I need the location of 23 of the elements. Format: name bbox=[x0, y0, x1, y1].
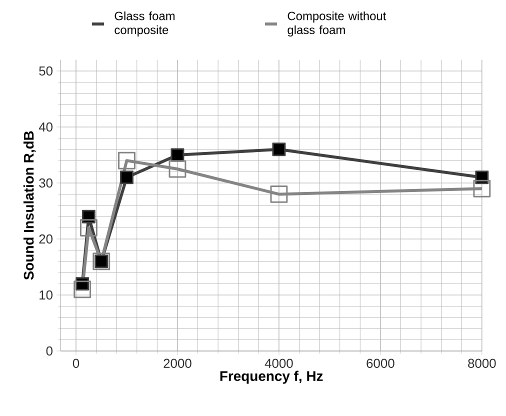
point bbox=[272, 142, 286, 156]
x-tick-label: 4000 bbox=[264, 358, 293, 368]
x-tick-label: 6000 bbox=[366, 358, 394, 368]
y-tick-label: 0 bbox=[46, 346, 53, 356]
point bbox=[270, 185, 288, 203]
x-tick-label: 8000 bbox=[468, 358, 496, 368]
y-tick-label: 20 bbox=[39, 234, 53, 244]
legend-label: Glass foam composite bbox=[114, 11, 175, 37]
point bbox=[120, 170, 134, 184]
y-tick-label: 40 bbox=[38, 122, 53, 132]
y-axis-title: Sound Insulation R,dB bbox=[23, 131, 36, 280]
y-tick-label: 10 bbox=[40, 290, 53, 300]
legend-label: Composite without glass foam bbox=[288, 11, 386, 37]
x-axis-title: Frequency f, Hz bbox=[220, 370, 323, 384]
y-tick-label: 30 bbox=[39, 178, 53, 188]
y-tick-label: 50 bbox=[39, 66, 53, 76]
point bbox=[473, 180, 491, 198]
point bbox=[80, 219, 98, 237]
x-tick-label: 0 bbox=[72, 358, 80, 368]
point bbox=[168, 160, 186, 178]
point bbox=[74, 280, 92, 298]
x-tick-label: 2000 bbox=[164, 358, 192, 368]
point bbox=[118, 152, 136, 170]
